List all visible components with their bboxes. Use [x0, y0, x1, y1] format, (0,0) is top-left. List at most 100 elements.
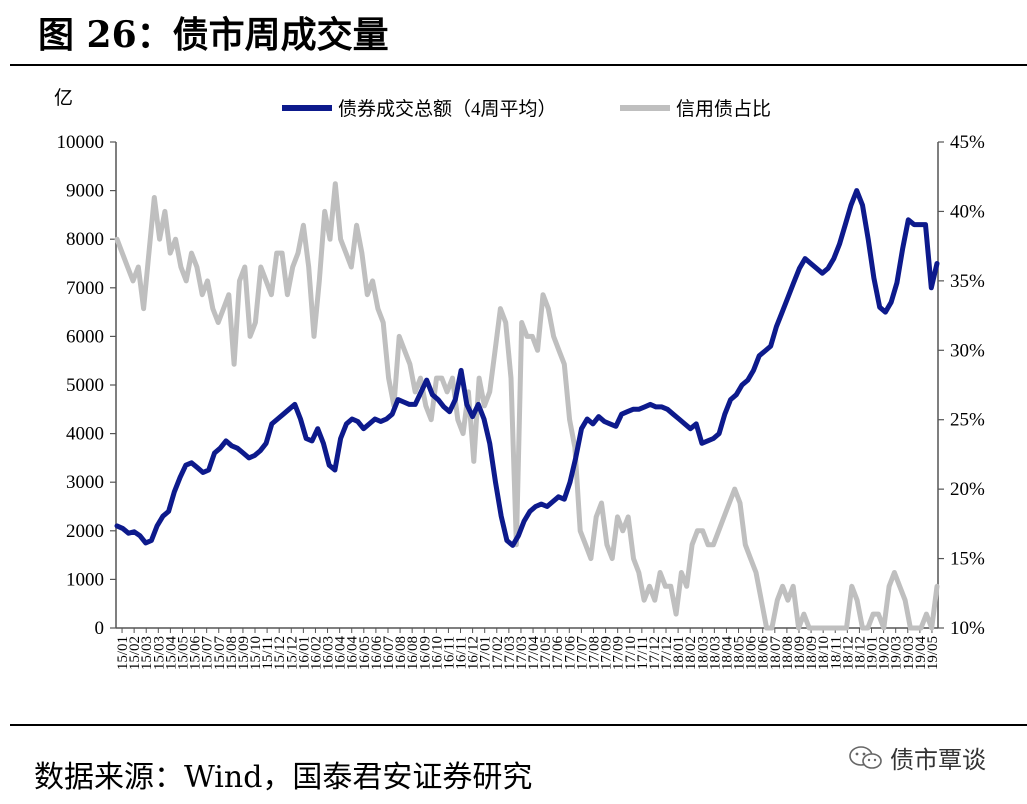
series-line-volume: [114, 188, 940, 548]
chart-lines: [114, 181, 940, 631]
x-tick-label: 16/01: [296, 636, 312, 670]
watermark-text: 债市覃谈: [890, 746, 986, 774]
x-tick-label: 16/04: [333, 636, 349, 671]
right-tick-label: 35%: [950, 271, 985, 292]
x-tick-label: 18/11: [828, 636, 844, 670]
x-tick-label: 15/03: [139, 636, 155, 670]
x-tick-label: 15/09: [236, 636, 252, 670]
x-tick-label: 18/06: [756, 636, 772, 671]
chart-axes: 0 1000 2000 3000 4000 5000 6000 7000 8000 9000 100…: [57, 132, 986, 670]
x-tick-label: 19/02: [877, 636, 893, 670]
right-tick-label: 25%: [950, 410, 985, 431]
x-tick-label: 17/03: [502, 636, 518, 670]
x-tick-label: 16/04: [345, 636, 361, 671]
y-unit-label: 亿: [54, 87, 73, 109]
x-tick-label: 18/06: [744, 636, 760, 671]
x-tick-label: 16/09: [417, 636, 433, 670]
x-tick-label: 15/02: [127, 636, 143, 670]
x-tick-label: 16/11: [441, 636, 457, 670]
x-tick-label: 17/01: [478, 636, 494, 670]
x-tick-label: 18/08: [780, 636, 796, 670]
x-tick-label: 15/03: [151, 636, 167, 670]
x-tick-label: 19/05: [925, 636, 941, 670]
x-tick-label: 17/03: [514, 636, 530, 670]
right-tick-label: 30%: [950, 340, 985, 361]
x-tick-label: 17/07: [574, 636, 590, 671]
x-tick-label: 17/11: [635, 636, 651, 670]
top-rule: [10, 64, 1027, 66]
right-tick-label: 10%: [950, 618, 985, 639]
page-title: 图 26：债市周成交量: [38, 14, 389, 56]
right-tick-label: 40%: [950, 201, 985, 222]
x-tick-label: 16/08: [393, 636, 409, 670]
x-tick-label: 18/04: [719, 636, 735, 671]
x-tick-label: 16/06: [369, 636, 385, 671]
left-tick-label: 3000: [66, 472, 104, 493]
x-tick-label: 18/12: [852, 636, 868, 670]
x-tick-label: 18/10: [816, 636, 832, 670]
watermark: 债市覃谈: [848, 740, 986, 775]
x-tick-label: 17/05: [538, 636, 554, 670]
x-tick-label: 19/03: [889, 636, 905, 670]
left-tick-label: 10000: [57, 132, 105, 153]
x-tick-label: 16/07: [381, 636, 397, 671]
x-tick-label: 19/01: [865, 636, 881, 670]
x-tick-label: 15/05: [175, 636, 191, 670]
x-tick-label: 17/06: [550, 636, 566, 671]
source-note: 数据来源：Wind，国泰君安证券研究: [34, 760, 533, 795]
right-tick-label: 15%: [950, 549, 985, 570]
x-tick-label: 18/02: [683, 636, 699, 670]
series-line-credit-share: [114, 181, 940, 631]
left-tick-label: 0: [95, 618, 105, 639]
legend: 债券成交总额（4周平均） 信用债占比: [282, 98, 771, 120]
x-tick-label: 18/01: [671, 636, 687, 670]
x-tick-label: 17/04: [526, 636, 542, 671]
left-tick-label: 8000: [66, 229, 104, 250]
x-tick-label: 15/01: [115, 636, 131, 670]
x-tick-label: 15/07: [200, 636, 216, 671]
x-tick-label: 15/10: [248, 636, 264, 670]
left-tick-label: 9000: [66, 181, 104, 202]
x-tick-label: 16/03: [321, 636, 337, 670]
x-tick-label: 18/05: [732, 636, 748, 670]
left-tick-label: 5000: [66, 375, 104, 396]
x-tick-label: 18/09: [792, 636, 808, 670]
x-tick-label: 15/12: [284, 636, 300, 670]
x-tick-label: 18/12: [840, 636, 856, 670]
x-tick-label: 17/12: [647, 636, 663, 670]
left-tick-label: 7000: [66, 278, 104, 299]
x-tick-label: 17/10: [623, 636, 639, 670]
left-tick-label: 1000: [66, 569, 104, 590]
right-tick-label: 20%: [950, 479, 985, 500]
x-tick-label: 18/07: [768, 636, 784, 671]
x-tick-label: 17/09: [599, 636, 615, 670]
x-tick-label: 16/08: [405, 636, 421, 670]
left-tick-label: 6000: [66, 326, 104, 347]
legend-label-volume: 债券成交总额（4周平均）: [338, 98, 557, 120]
legend-label-credit: 信用债占比: [676, 98, 771, 120]
x-tick-label: 15/11: [260, 636, 276, 670]
x-tick-label: 17/06: [562, 636, 578, 671]
x-tick-label: 19/03: [901, 636, 917, 670]
x-tick-label: 18/09: [804, 636, 820, 670]
x-tick-label: 15/07: [212, 636, 228, 671]
x-tick-label: 15/08: [224, 636, 240, 670]
x-tick-label: 16/11: [454, 636, 470, 670]
x-tick-label: 18/03: [695, 636, 711, 670]
x-tick-label: 17/09: [611, 636, 627, 670]
x-tick-label: 19/04: [913, 636, 929, 671]
x-tick-label: 15/04: [163, 636, 179, 671]
x-tick-label: 17/12: [659, 636, 675, 670]
left-tick-label: 4000: [66, 424, 104, 445]
x-tick-label: 17/02: [490, 636, 506, 670]
left-tick-label: 2000: [66, 521, 104, 542]
x-tick-label: 15/06: [188, 636, 204, 671]
x-tick-label: 18/03: [707, 636, 723, 670]
x-tick-label: 15/12: [272, 636, 288, 670]
x-tick-label: 17/08: [586, 636, 602, 670]
x-tick-label: 16/10: [429, 636, 445, 670]
x-tick-label: 16/12: [466, 636, 482, 670]
bottom-rule: [10, 724, 1027, 726]
x-tick-label: 16/02: [308, 636, 324, 670]
x-tick-label: 16/05: [357, 636, 373, 670]
